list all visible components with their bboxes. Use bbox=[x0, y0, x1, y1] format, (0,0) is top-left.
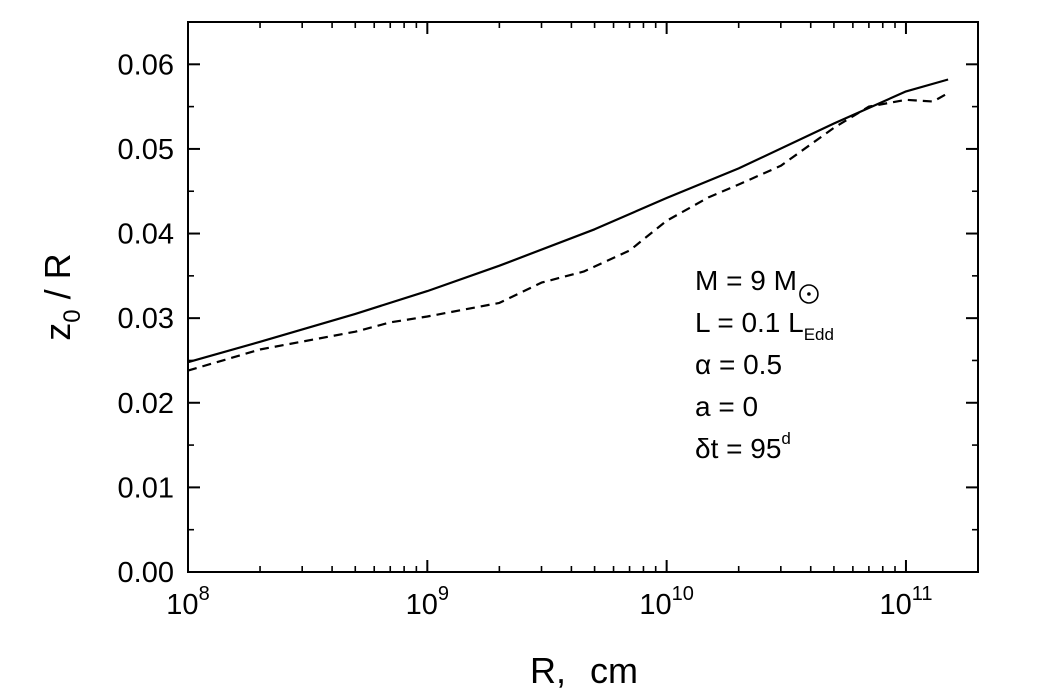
axes bbox=[187, 21, 979, 573]
x-tick-label: 109 bbox=[406, 583, 449, 621]
x-axis-title: R, cm bbox=[530, 650, 638, 690]
y-tick-label: 0.04 bbox=[118, 219, 174, 251]
sun-symbol-icon bbox=[799, 284, 819, 304]
text-layer: 108 109 1010 1011 0.00 0.01 0.02 0.03 0.04 0.05 0.… bbox=[37, 49, 932, 690]
x-tick-label: 1011 bbox=[879, 583, 932, 621]
y-axis-title: z0 / R bbox=[37, 253, 86, 340]
dashed-series-line bbox=[187, 92, 949, 372]
plot-frame bbox=[187, 21, 979, 573]
x-tick-label: 108 bbox=[166, 583, 209, 621]
y-tick-label: 0.06 bbox=[118, 49, 174, 81]
parameter-annotation: α = 0.5 bbox=[695, 349, 782, 380]
x-tick-label: 1010 bbox=[639, 583, 694, 621]
solid-series-line bbox=[187, 78, 949, 364]
y-tick-label: 0.01 bbox=[118, 472, 174, 504]
y-tick-label: 0.05 bbox=[118, 134, 174, 166]
y-tick-label: 0.00 bbox=[118, 557, 174, 589]
y-tick-label: 0.03 bbox=[118, 303, 174, 335]
y-tick-label: 0.02 bbox=[118, 388, 174, 420]
parameter-annotation: L = 0.1 LEdd bbox=[695, 307, 834, 344]
parameter-annotation: a = 0 bbox=[695, 391, 758, 422]
parameter-annotation: M = 9 M bbox=[695, 265, 797, 296]
sun-symbol-dot bbox=[807, 292, 811, 296]
parameter-annotation: δt = 95d bbox=[695, 429, 791, 464]
series-layer bbox=[187, 78, 949, 372]
